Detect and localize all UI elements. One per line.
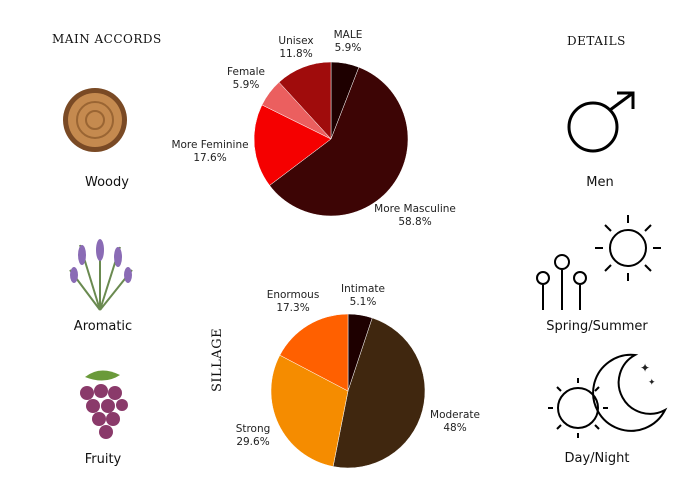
slice-name-label: More Masculine — [374, 203, 456, 215]
details-title: DETAILS — [567, 34, 626, 48]
male-symbol-icon — [567, 91, 635, 153]
slice-name-label: More Feminine — [171, 139, 248, 151]
svg-text:✦: ✦ — [640, 361, 650, 375]
wood-slice-icon — [63, 88, 127, 152]
slice-value-label: 17.3% — [276, 302, 309, 314]
slice-value-label: 5.9% — [335, 42, 362, 54]
detail-men: Men — [586, 175, 614, 190]
accord-aromatic: Aromatic — [73, 319, 133, 334]
pie-slice-moderate — [332, 317, 426, 469]
slice-value-label: 58.8% — [398, 216, 431, 228]
slice-name-label: Female — [227, 66, 265, 78]
slice-value-label: 29.6% — [236, 436, 269, 448]
svg-text:✦: ✦ — [648, 378, 656, 388]
slice-name-label: Intimate — [341, 283, 385, 295]
detail-season: Spring/Summer — [546, 319, 648, 334]
pie-slice-enormous — [279, 313, 349, 392]
main-accords-title: MAIN ACCORDS — [52, 32, 162, 46]
slice-value-label: 11.8% — [279, 48, 312, 60]
lavender-icon — [69, 239, 133, 311]
detail-time: Day/Night — [564, 451, 630, 466]
slice-name-label: Moderate — [430, 409, 480, 421]
flower-sun-icon — [536, 215, 661, 310]
pie-slice-strong — [270, 354, 349, 467]
slice-value-label: 48% — [443, 422, 466, 434]
pie-slice-more-feminine — [253, 104, 332, 186]
slice-value-label: 17.6% — [193, 152, 226, 164]
slice-name-label: MALE — [334, 29, 363, 41]
accord-fruity: Fruity — [84, 452, 122, 467]
pie-slice-more-masculine — [269, 66, 409, 217]
slice-name-label: Strong — [236, 423, 271, 435]
slice-value-label: 5.1% — [350, 296, 377, 308]
slice-value-label: 5.9% — [233, 79, 260, 91]
accord-woody: Woody — [85, 175, 129, 190]
slice-name-label: Enormous — [267, 289, 320, 301]
sun-moon-icon: ✦✦ — [548, 353, 668, 438]
slice-name-label: Unisex — [278, 35, 313, 47]
pie-slice-unisex — [278, 61, 332, 140]
grapes-icon — [80, 370, 128, 439]
